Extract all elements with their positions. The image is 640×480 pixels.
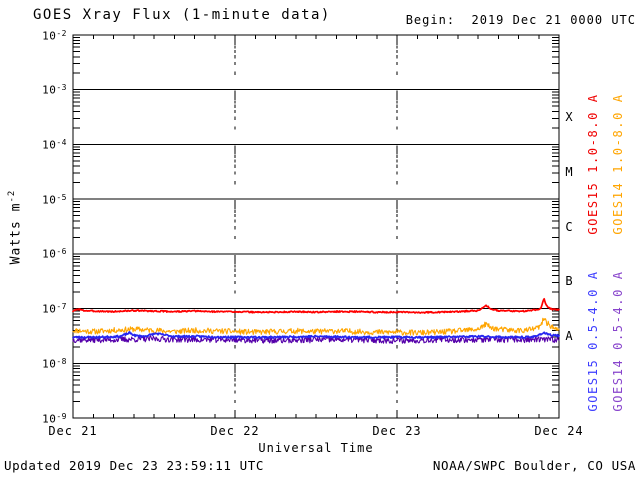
x-tick-label: Dec 23 (372, 424, 422, 438)
x-axis-label: Universal Time (258, 441, 374, 455)
y-axis-label-exponent: -2 (7, 189, 17, 203)
y-tick-label: 10-2 (42, 28, 67, 43)
flare-class-letter: B (565, 274, 573, 289)
source-credit: NOAA/SWPC Boulder, CO USA (432, 458, 636, 473)
y-tick-label: 10-4 (42, 137, 67, 152)
flare-class-letter: A (565, 328, 573, 343)
flare-class-letter: X (565, 110, 573, 125)
series-label: GOES14 0.5-4.0 A (611, 270, 625, 412)
flare-class-letter: C (565, 219, 573, 234)
series-label: GOES15 1.0-8.0 A (586, 93, 600, 235)
y-tick-label: 10-7 (42, 302, 67, 316)
chart-title: GOES Xray Flux (1-minute data) (33, 7, 331, 23)
x-tick-label: Dec 21 (48, 424, 98, 438)
x-tick-label: Dec 22 (210, 424, 260, 438)
y-tick-label: 10-8 (42, 356, 67, 371)
flare-class-letter: M (565, 164, 573, 179)
y-tick-label: 10-9 (42, 411, 67, 426)
y-axis-label: Watts m-2 (7, 189, 24, 265)
y-tick-label: 10-6 (42, 247, 67, 261)
begin-time-label: Begin: 2019 Dec 21 0000 UTC (405, 13, 636, 27)
updated-timestamp: Updated 2019 Dec 23 23:59:11 UTC (4, 458, 265, 473)
x-tick-label: Dec 24 (534, 424, 584, 438)
series-label: GOES15 0.5-4.0 A (586, 270, 600, 412)
y-tick-label: 10-3 (42, 83, 67, 97)
y-tick-label: 10-5 (42, 192, 67, 207)
series-label: GOES14 1.0-8.0 A (611, 93, 625, 235)
